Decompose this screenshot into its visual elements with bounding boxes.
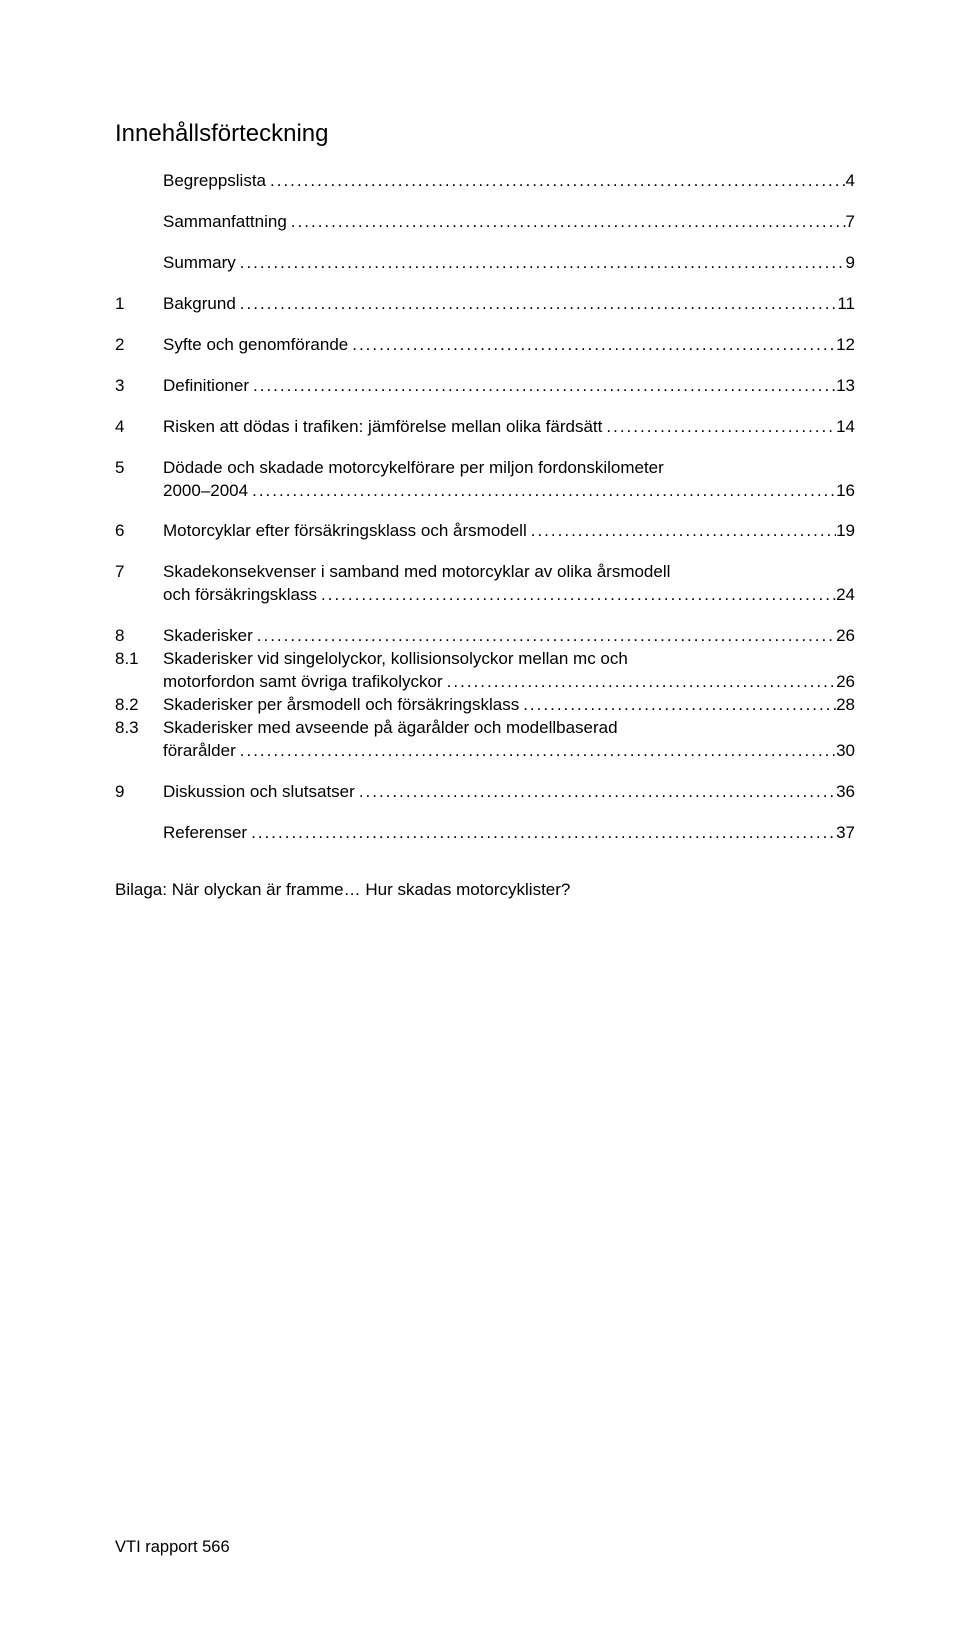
toc-page: 37 <box>836 822 855 845</box>
toc-page: 19 <box>836 520 855 543</box>
toc-dots <box>355 781 836 804</box>
toc-entry: 2Syfte och genomförande 12 <box>115 334 855 357</box>
toc-dots <box>287 211 846 234</box>
toc-text: motorfordon samt övriga trafikolyckor <box>163 671 443 694</box>
toc-page: 36 <box>836 781 855 804</box>
toc-dots <box>443 671 836 694</box>
toc-dots <box>248 480 836 503</box>
toc-entry: 9Diskussion och slutsatser 36 <box>115 781 855 804</box>
toc-text: Syfte och genomförande <box>163 334 348 357</box>
toc-page: 28 <box>836 694 855 717</box>
toc-title: Innehållsförteckning <box>115 120 855 148</box>
toc-page: 26 <box>836 625 855 648</box>
toc-text: Definitioner <box>163 375 249 398</box>
toc-number: 8 <box>115 625 163 648</box>
toc-text: Sammanfattning <box>163 211 287 234</box>
toc-text: Motorcyklar efter försäkringsklass och å… <box>163 520 527 543</box>
toc-page: 11 <box>837 293 855 316</box>
toc-number: 1 <box>115 293 163 316</box>
toc-number: 2 <box>115 334 163 357</box>
toc-text: Bakgrund <box>163 293 236 316</box>
toc-text: Referenser <box>163 822 247 845</box>
toc-entry: och försäkringsklass 24 <box>115 584 855 607</box>
toc-entry: förarålder 30 <box>115 740 855 763</box>
toc-text: Begreppslista <box>163 170 266 193</box>
toc-entry: motorfordon samt övriga trafikolyckor 26 <box>115 671 855 694</box>
toc-entry: 5Dödade och skadade motorcykelförare per… <box>115 457 855 480</box>
toc-entry: 6Motorcyklar efter försäkringsklass och … <box>115 520 855 543</box>
toc-number: 6 <box>115 520 163 543</box>
toc-entry: Referenser 37 <box>115 822 855 845</box>
toc-number: 9 <box>115 781 163 804</box>
toc-entry: 2000–2004 16 <box>115 480 855 503</box>
toc-page: 30 <box>836 740 855 763</box>
toc-entry: 3Definitioner 13 <box>115 375 855 398</box>
toc-number: 8.2 <box>115 694 163 717</box>
toc-dots <box>602 416 836 439</box>
appendix-text: Bilaga: När olyckan är framme… Hur skada… <box>115 880 855 900</box>
toc-page: 16 <box>836 480 855 503</box>
toc-page: 26 <box>836 671 855 694</box>
toc-entries: Begreppslista 4 Sammanfattning 7 Summary 9 1Ba… <box>115 170 855 845</box>
toc-number: 7 <box>115 561 163 584</box>
toc-entry: 8Skaderisker 26 <box>115 625 855 648</box>
toc-number: 8.1 <box>115 648 163 671</box>
toc-dots <box>236 252 846 275</box>
toc-entry: 8.2Skaderisker per årsmodell och försäkr… <box>115 694 855 717</box>
toc-entry: 1Bakgrund 11 <box>115 293 855 316</box>
toc-text: Skaderisker med avseende på ägarålder oc… <box>163 717 618 740</box>
toc-text: Dödade och skadade motorcykelförare per … <box>163 457 664 480</box>
toc-entry: Sammanfattning 7 <box>115 211 855 234</box>
toc-page: 9 <box>846 252 855 275</box>
toc-number: 5 <box>115 457 163 480</box>
toc-text: 2000–2004 <box>163 480 248 503</box>
toc-dots <box>247 822 836 845</box>
toc-text: Skadekonsekvenser i samband med motorcyk… <box>163 561 670 584</box>
toc-entry: Begreppslista 4 <box>115 170 855 193</box>
footer-text: VTI rapport 566 <box>115 1538 230 1557</box>
toc-page: 7 <box>846 211 855 234</box>
toc-text: Skaderisker per årsmodell och försäkring… <box>163 694 519 717</box>
toc-text: förarålder <box>163 740 236 763</box>
toc-dots <box>527 520 836 543</box>
toc-dots <box>236 293 838 316</box>
toc-number: 8.3 <box>115 717 163 740</box>
toc-entry: 7Skadekonsekvenser i samband med motorcy… <box>115 561 855 584</box>
toc-dots <box>266 170 846 193</box>
toc-dots <box>253 625 836 648</box>
toc-entry: Summary 9 <box>115 252 855 275</box>
toc-page: 24 <box>836 584 855 607</box>
toc-dots <box>317 584 836 607</box>
toc-page: 14 <box>836 416 855 439</box>
toc-text: Risken att dödas i trafiken: jämförelse … <box>163 416 602 439</box>
toc-dots <box>348 334 836 357</box>
toc-dots <box>249 375 836 398</box>
toc-text: och försäkringsklass <box>163 584 317 607</box>
toc-page: 12 <box>836 334 855 357</box>
toc-text: Skaderisker vid singelolyckor, kollision… <box>163 648 628 671</box>
toc-dots <box>519 694 836 717</box>
toc-entry: 4Risken att dödas i trafiken: jämförelse… <box>115 416 855 439</box>
toc-entry: 8.3Skaderisker med avseende på ägarålder… <box>115 717 855 740</box>
toc-text: Skaderisker <box>163 625 253 648</box>
toc-page: 13 <box>836 375 855 398</box>
toc-dots <box>236 740 836 763</box>
toc-number: 3 <box>115 375 163 398</box>
toc-text: Diskussion och slutsatser <box>163 781 355 804</box>
toc-entry: 8.1Skaderisker vid singelolyckor, kollis… <box>115 648 855 671</box>
toc-page: 4 <box>846 170 855 193</box>
toc-number: 4 <box>115 416 163 439</box>
toc-text: Summary <box>163 252 236 275</box>
